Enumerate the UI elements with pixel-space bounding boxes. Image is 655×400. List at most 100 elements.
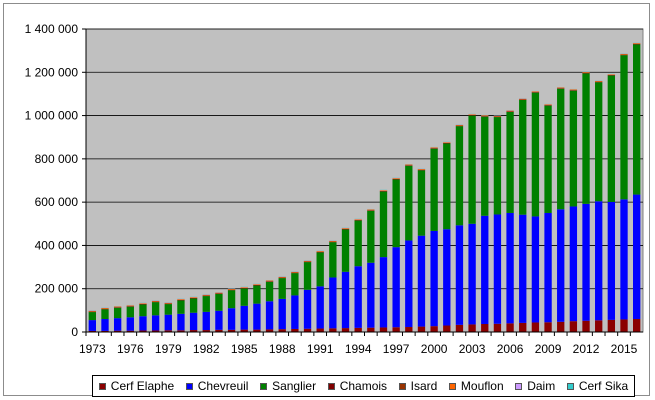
bar-segment	[392, 247, 400, 328]
bar-segment	[493, 115, 502, 117]
bar-segment	[455, 225, 464, 325]
bar-segment	[189, 297, 198, 298]
bar-segment	[101, 330, 109, 332]
bar-segment	[468, 115, 476, 224]
x-tick-label: 2009	[535, 342, 562, 356]
bar-segment	[240, 288, 248, 306]
legend-swatch	[185, 382, 193, 390]
bar-segment	[379, 191, 388, 258]
bar-segment	[240, 287, 248, 288]
bar-segment	[341, 229, 350, 272]
bar-segment	[113, 307, 122, 319]
bar-segment	[164, 304, 172, 315]
bar-segment	[557, 87, 565, 89]
bar-segment	[278, 329, 286, 332]
bar-segment	[101, 307, 109, 309]
bar-segment	[595, 320, 603, 332]
bar-segment	[126, 305, 134, 307]
bar-segment	[557, 321, 565, 332]
bar-segment	[316, 251, 324, 252]
legend-label: Cerf Sika	[578, 379, 629, 393]
legend-item: Chevreuil	[185, 379, 248, 393]
y-tick-label: 1 000 000	[25, 109, 79, 123]
bar-segment	[367, 210, 375, 263]
bar-segment	[341, 328, 350, 332]
bar-segment	[291, 295, 299, 329]
bar-segment	[227, 288, 236, 290]
bar-segment	[632, 43, 641, 44]
bar-segment	[88, 320, 97, 331]
bar-segment	[493, 214, 502, 324]
bar-segment	[265, 280, 274, 282]
y-tick-label: 400 000	[35, 238, 79, 252]
bar-segment	[405, 327, 413, 332]
bar-segment	[177, 299, 185, 300]
bar-segment	[607, 319, 616, 332]
bar-segment	[151, 315, 160, 331]
x-tick-label: 2015	[611, 342, 638, 356]
bar-segment	[126, 330, 134, 332]
bar-segment	[291, 273, 299, 296]
bar-segment	[417, 169, 426, 170]
bar-segment	[443, 142, 451, 143]
bar-segment	[329, 277, 337, 329]
bar-segment	[88, 310, 97, 312]
bar-segment	[354, 327, 362, 332]
bar-segment	[202, 330, 210, 332]
bar-segment	[265, 281, 274, 302]
bar-segment	[405, 164, 413, 166]
y-tick-label: 1 400 000	[25, 22, 79, 36]
x-tick-label: 1997	[383, 342, 410, 356]
bar-segment	[595, 80, 603, 82]
bar-segment	[531, 322, 540, 332]
bar-segment	[557, 88, 565, 210]
bar-segment	[379, 327, 388, 332]
bar-segment	[620, 53, 628, 55]
bar-segment	[341, 228, 350, 229]
bar-segment	[379, 257, 388, 328]
y-tick-label: 800 000	[35, 152, 79, 166]
bar-segment	[215, 292, 223, 294]
bar-segment	[189, 330, 198, 332]
x-tick-label: 1988	[269, 342, 296, 356]
bar-segment	[354, 219, 362, 220]
bar-segment	[101, 309, 109, 320]
bar-segment	[139, 316, 147, 331]
legend: Cerf Elaphe Chevreuil Sanglier Chamois Isard…	[92, 375, 635, 397]
bar-segment	[126, 306, 134, 318]
bar-segment	[139, 330, 147, 332]
bar-segment	[481, 215, 489, 324]
y-tick-label: 600 000	[35, 195, 79, 209]
bar-segment	[367, 209, 375, 211]
bar-segment	[329, 242, 337, 278]
x-tick-label: 1985	[231, 342, 258, 356]
bar-segment	[227, 290, 236, 309]
bar-segment	[569, 206, 578, 322]
legend-label: Daim	[527, 379, 556, 393]
bar-segment	[265, 329, 274, 332]
legend-item: Cerf Elaphe	[98, 379, 174, 393]
bar-segment	[468, 114, 476, 115]
bar-segment	[481, 116, 489, 216]
bar-segment	[595, 201, 603, 321]
bar-segment	[443, 143, 451, 230]
bar-segment	[240, 305, 248, 330]
legend-item: Cerf Sika	[566, 379, 629, 393]
x-tick-label: 1994	[345, 342, 372, 356]
bar-segment	[468, 223, 476, 325]
bar-segment	[620, 319, 628, 332]
legend-swatch	[260, 382, 268, 390]
bar-segment	[506, 110, 514, 112]
bar-segment	[164, 330, 172, 332]
bar-segment	[455, 126, 464, 226]
bar-segment	[316, 252, 324, 287]
legend-swatch	[98, 382, 106, 390]
bar-segment	[367, 262, 375, 328]
bar-segment	[506, 111, 514, 213]
bar-segment	[392, 178, 400, 179]
bar-segment	[531, 92, 540, 217]
bar-segment	[468, 324, 476, 332]
bar-segment	[177, 300, 185, 314]
bar-segment	[354, 220, 362, 267]
bar-segment	[278, 276, 286, 278]
